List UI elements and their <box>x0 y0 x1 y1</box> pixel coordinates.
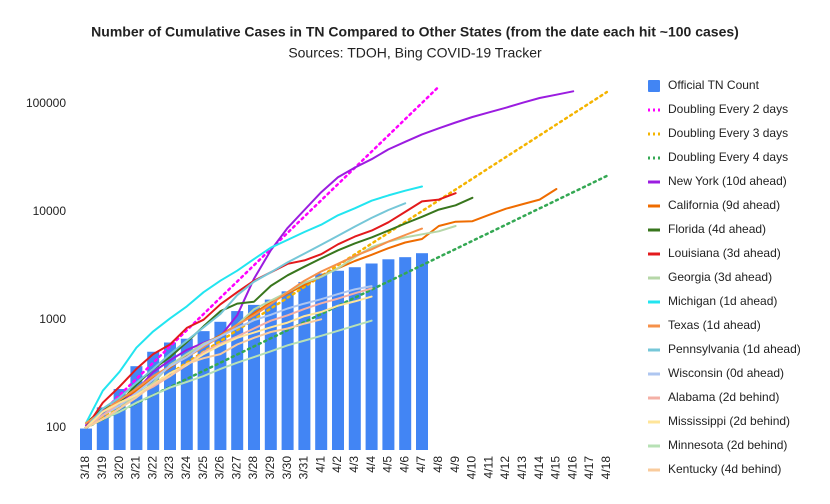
legend-label: Doubling Every 4 days <box>668 150 788 164</box>
legend-label: Florida (4d ahead) <box>668 222 766 236</box>
x-tick-label: 3/23 <box>162 456 176 480</box>
legend-label: Minnesota (2d behind) <box>668 438 787 452</box>
legend-label: California (9d ahead) <box>668 198 780 212</box>
legend-label: Texas (1d ahead) <box>668 318 761 332</box>
series-line <box>85 285 373 429</box>
legend-label: Louisiana (3d ahead) <box>668 246 781 260</box>
series-line <box>85 202 407 429</box>
chart-title: Number of Cumulative Cases in TN Compare… <box>91 24 739 40</box>
x-tick-label: 4/6 <box>397 456 411 473</box>
x-tick-label: 3/18 <box>78 456 92 480</box>
x-tick-label: 4/17 <box>582 456 596 480</box>
bar <box>399 257 412 450</box>
y-tick-label: 100000 <box>26 96 66 110</box>
legend-label: Wisconsin (0d ahead) <box>668 366 784 380</box>
y-tick-label: 100 <box>46 420 66 434</box>
legend-label: New York (10d ahead) <box>668 174 787 188</box>
series-line <box>85 318 323 429</box>
bar <box>365 263 378 450</box>
bar <box>315 273 328 450</box>
x-tick-label: 3/28 <box>246 456 260 480</box>
series-line <box>85 295 373 429</box>
y-tick-label: 1000 <box>39 312 66 326</box>
x-tick-label: 3/25 <box>196 456 210 480</box>
legend-label: Doubling Every 2 days <box>668 102 788 116</box>
x-tick-label: 3/26 <box>213 456 227 480</box>
bar <box>264 299 277 450</box>
x-tick-label: 4/11 <box>481 456 495 479</box>
x-tick-label: 3/29 <box>263 456 277 480</box>
series-line <box>85 227 423 425</box>
x-tick-label: 3/19 <box>95 456 109 480</box>
bar <box>332 270 344 450</box>
x-tick-label: 3/21 <box>129 456 143 480</box>
legend-label: Kentucky (4d behind) <box>668 462 781 476</box>
bar <box>197 331 210 450</box>
x-tick-label: 4/7 <box>414 456 428 473</box>
bar <box>248 304 260 450</box>
legend-label: Pennsylvania (1d ahead) <box>668 342 801 356</box>
x-tick-label: 4/15 <box>549 456 563 480</box>
x-tick-label: 3/24 <box>179 456 193 480</box>
x-tick-label: 4/8 <box>431 456 445 473</box>
bar <box>348 267 361 450</box>
series-line <box>85 90 575 427</box>
x-tick-label: 4/12 <box>498 456 512 480</box>
x-tick-label: 4/10 <box>465 456 479 480</box>
bar <box>416 253 428 450</box>
series-line <box>85 185 423 425</box>
series-line <box>85 319 373 429</box>
y-tick-label: 10000 <box>33 204 67 218</box>
x-tick-label: 3/20 <box>112 456 126 480</box>
legend-label: Georgia (3d ahead) <box>668 270 772 284</box>
trend-line <box>84 85 441 429</box>
x-tick-label: 4/5 <box>381 456 395 473</box>
x-tick-label: 4/3 <box>347 456 361 473</box>
bar <box>80 428 92 450</box>
x-tick-label: 4/4 <box>364 456 378 473</box>
x-tick-label: 3/30 <box>280 456 294 480</box>
bar <box>281 291 294 450</box>
x-tick-label: 4/1 <box>313 456 327 473</box>
legend-label: Official TN Count <box>668 78 760 92</box>
x-tick-label: 4/18 <box>599 456 613 480</box>
legend-label: Doubling Every 3 days <box>668 126 788 140</box>
bar <box>382 259 395 450</box>
x-tick-label: 4/2 <box>330 456 344 473</box>
legend-swatch <box>648 80 660 92</box>
x-tick-label: 3/22 <box>145 456 159 480</box>
x-tick-label: 3/27 <box>229 456 243 480</box>
x-tick-label: 3/31 <box>297 456 311 480</box>
x-tick-label: 4/13 <box>515 456 529 480</box>
legend-label: Alabama (2d behind) <box>668 390 779 404</box>
x-tick-label: 4/16 <box>565 456 579 480</box>
legend-label: Michigan (1d ahead) <box>668 294 777 308</box>
legend-label: Mississippi (2d behind) <box>668 414 790 428</box>
chart-subtitle: Sources: TDOH, Bing COVID-19 Tracker <box>288 45 542 61</box>
x-tick-label: 4/14 <box>532 456 546 480</box>
x-tick-label: 4/9 <box>448 456 462 473</box>
